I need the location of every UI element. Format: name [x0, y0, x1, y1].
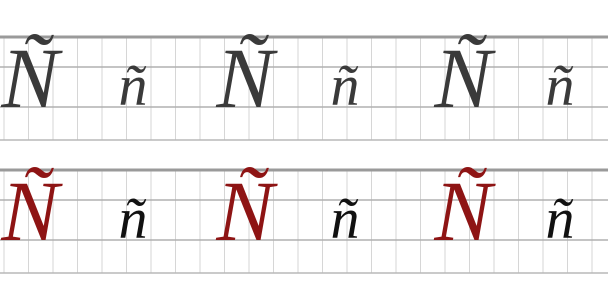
lowercase-letter: ñ [119, 186, 148, 251]
lowercase-letter: ñ [331, 53, 360, 118]
practice-sheet: ÑñÑñÑñÑñÑñÑñ [0, 0, 608, 285]
uppercase-letter: Ñ [0, 163, 63, 259]
lowercase-letter: ñ [331, 186, 360, 251]
uppercase-letter: Ñ [0, 30, 63, 126]
lowercase-letter: ñ [119, 53, 148, 118]
lowercase-letter: ñ [546, 53, 575, 118]
uppercase-letter: Ñ [215, 30, 278, 126]
lowercase-letter: ñ [546, 186, 575, 251]
uppercase-letter: Ñ [433, 163, 496, 259]
uppercase-letter: Ñ [215, 163, 278, 259]
uppercase-letter: Ñ [433, 30, 496, 126]
